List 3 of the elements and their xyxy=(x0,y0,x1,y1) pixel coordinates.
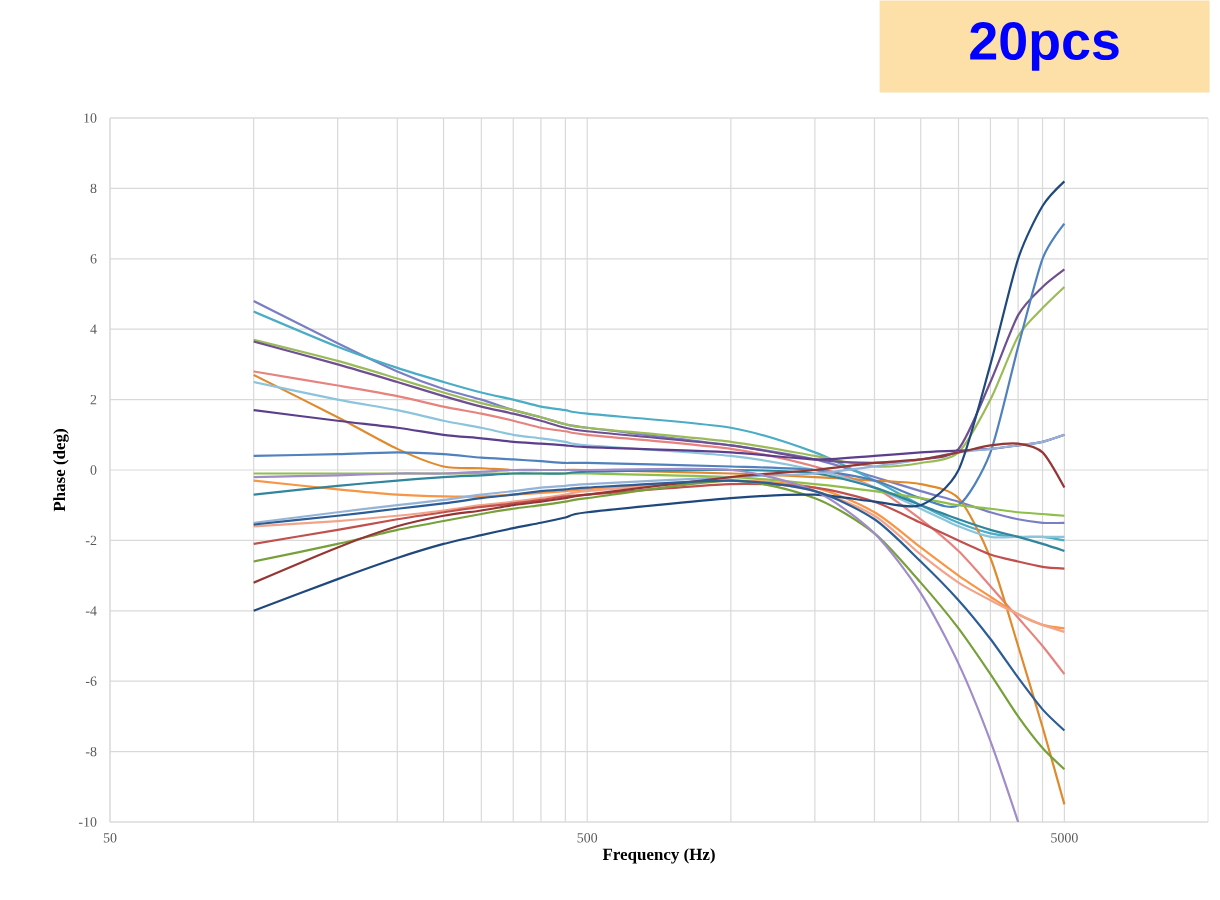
x-axis-title: Frequency (Hz) xyxy=(602,848,715,864)
text: 20pcs xyxy=(970,22,1119,71)
y-axis-title: Phase (deg) xyxy=(53,429,69,512)
